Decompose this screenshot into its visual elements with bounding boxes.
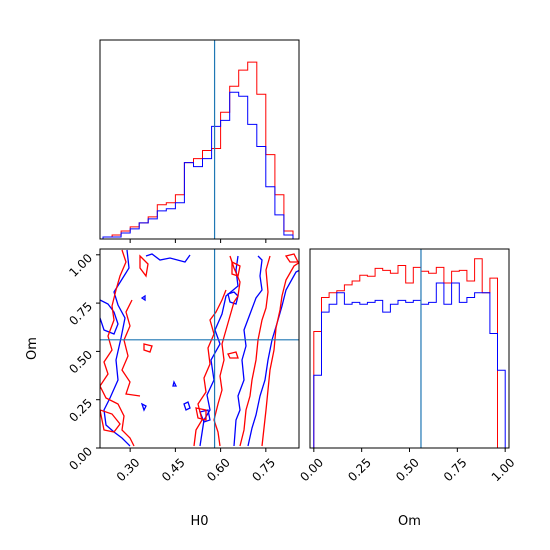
blue-contour-center-left <box>199 255 239 447</box>
contour-xtick-label-3: 0.75 <box>249 455 278 484</box>
h0-hist-frame <box>99 39 300 240</box>
om-xtick-label-0: 0.00 <box>297 455 326 484</box>
red-contour-left-5 <box>143 343 153 353</box>
red-contour-left <box>100 249 135 447</box>
red-contour-left-4 <box>139 254 149 278</box>
red-contour-left-2 <box>121 299 141 397</box>
blue-contour-right <box>247 269 299 447</box>
contour-ytick-label-1: 0.25 <box>66 396 95 425</box>
om-xtick-label-1: 0.25 <box>345 455 374 484</box>
red-contour-center <box>213 255 241 447</box>
contours <box>100 249 299 447</box>
blue-contour-island-5 <box>172 380 178 387</box>
contour-ytick-label-0: 0.00 <box>66 444 95 473</box>
om-xlabel: Om <box>398 514 421 529</box>
red-contour-center-right <box>239 255 271 447</box>
red-contour-island-4 <box>195 407 207 421</box>
h0-hist-blue <box>102 91 294 239</box>
blue-contour-center-right <box>233 255 263 447</box>
om-xtick-label-3: 0.75 <box>441 455 470 484</box>
blue-contour-island-1 <box>227 291 239 305</box>
contour-ytick-label-4: 1.00 <box>66 251 95 280</box>
contour-ytick-label-2: 0.50 <box>66 348 95 377</box>
red-contour-center-left <box>193 289 227 447</box>
blue-contour-left-3 <box>145 253 191 263</box>
contour-frame <box>99 248 300 449</box>
red-contour-left-3 <box>100 409 121 433</box>
contour-xtick-label-2: 0.60 <box>204 455 233 484</box>
blue-contour-island-3 <box>140 294 146 302</box>
red-contour-island-2 <box>231 260 241 277</box>
om-xtick-label-4: 1.00 <box>489 455 518 484</box>
red-contour-island-3 <box>284 253 299 263</box>
contour-xtick-label-1: 0.45 <box>159 455 188 484</box>
red-contour-island-1 <box>227 351 239 359</box>
om-hist-frame <box>309 248 510 449</box>
blue-contour-left-2 <box>100 299 119 335</box>
contour-ytick-label-3: 0.75 <box>66 299 95 328</box>
om-hist-red <box>313 258 506 449</box>
om-xtick-label-2: 0.50 <box>393 455 422 484</box>
blue-contour-island-4 <box>140 402 147 412</box>
blue-contour-island-2 <box>183 401 191 411</box>
om-histogram-panel: 0.00 0.25 0.50 0.75 1.00 Om <box>297 248 518 529</box>
contour-xtick-label-0: 0.30 <box>114 455 143 484</box>
contour-ylabel: Om <box>25 337 40 360</box>
h0-hist-red <box>102 61 294 239</box>
contour-xlabel: H0 <box>190 514 208 529</box>
h0-om-contour-panel: 0.30 0.45 0.60 0.75 0.00 0.25 0.50 0.75 1.00 H0 Om <box>25 248 300 529</box>
h0-histogram-panel <box>99 39 300 243</box>
red-contour-right <box>261 261 299 447</box>
om-hist-blue <box>313 282 506 448</box>
